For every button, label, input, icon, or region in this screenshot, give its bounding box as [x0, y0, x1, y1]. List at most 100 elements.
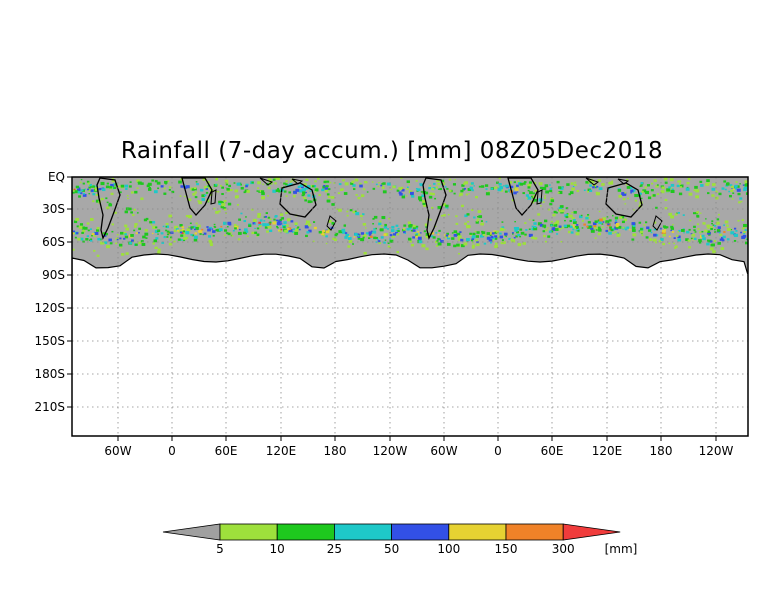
- rain-cell: [154, 180, 158, 183]
- rain-cell: [568, 214, 573, 218]
- rain-cell: [463, 182, 466, 185]
- rain-cell: [90, 185, 93, 188]
- rain-cell: [513, 236, 516, 239]
- rain-cell: [330, 196, 335, 199]
- rain-cell: [304, 225, 309, 229]
- rain-cell: [653, 228, 656, 231]
- rain-cell: [685, 238, 689, 242]
- rain-cell: [234, 227, 237, 230]
- rain-cell: [693, 189, 696, 192]
- rain-cell: [723, 180, 727, 183]
- rain-cell: [391, 225, 395, 229]
- rain-cell: [156, 181, 161, 185]
- rain-cell: [257, 215, 261, 218]
- rain-cell: [504, 229, 506, 231]
- rain-cell: [410, 229, 413, 232]
- rain-cell: [305, 186, 309, 190]
- rain-cell: [274, 177, 277, 180]
- rain-cell: [723, 231, 726, 233]
- rain-cell: [479, 234, 484, 238]
- rain-cell: [483, 242, 487, 245]
- rain-cell: [105, 232, 108, 236]
- rain-cell: [542, 201, 545, 203]
- rain-cell: [726, 238, 730, 241]
- rain-cell: [532, 192, 535, 195]
- rain-cell: [718, 192, 722, 196]
- rain-cell: [722, 235, 726, 239]
- rain-cell: [343, 224, 346, 227]
- rain-cell: [721, 236, 724, 239]
- rain-cell: [474, 230, 477, 233]
- rain-cell: [714, 225, 717, 227]
- rain-cell: [650, 188, 654, 192]
- rain-cell: [481, 185, 485, 188]
- rain-cell: [202, 233, 205, 236]
- rain-cell: [668, 242, 671, 245]
- rain-cell: [608, 231, 612, 235]
- rain-cell: [744, 229, 747, 231]
- rain-cell: [267, 178, 272, 182]
- rain-cell: [185, 236, 189, 239]
- rain-cell: [538, 222, 541, 225]
- rain-cell: [575, 229, 579, 232]
- rain-cell: [436, 244, 439, 247]
- rain-cell: [441, 182, 446, 185]
- rain-cell: [485, 235, 488, 237]
- rain-cell: [160, 232, 164, 235]
- rain-cell: [519, 228, 523, 231]
- rain-cell: [254, 231, 258, 234]
- rain-cell: [460, 238, 464, 242]
- rain-cell: [522, 192, 525, 195]
- rain-cell: [674, 247, 677, 249]
- rain-cell: [513, 191, 517, 195]
- rain-cell: [183, 195, 186, 198]
- rain-cell: [632, 228, 636, 232]
- rain-cell: [549, 184, 551, 186]
- rain-cell: [707, 192, 710, 195]
- rain-cell: [248, 224, 252, 228]
- rain-cell: [243, 220, 247, 223]
- rain-cell: [740, 200, 743, 203]
- rain-cell: [140, 240, 144, 243]
- rain-cell: [434, 225, 437, 228]
- rain-cell: [516, 184, 519, 187]
- rain-cell: [154, 246, 158, 250]
- rain-cell: [621, 192, 626, 196]
- islands-outline: [259, 177, 304, 186]
- rain-cell: [234, 223, 237, 226]
- rain-cell: [511, 199, 515, 202]
- rain-cell: [437, 206, 442, 210]
- rain-cell: [742, 227, 745, 230]
- rain-cell: [489, 234, 492, 236]
- rain-cell: [688, 192, 693, 196]
- rain-cell: [472, 232, 476, 236]
- rain-cell: [579, 215, 583, 219]
- rain-cell: [276, 222, 281, 226]
- rain-cell: [193, 235, 198, 239]
- rain-cell: [679, 184, 684, 188]
- rain-cell: [75, 232, 79, 235]
- rain-cell: [531, 195, 533, 198]
- rain-cell: [305, 191, 307, 194]
- rain-cell: [183, 236, 187, 240]
- rain-cell: [406, 187, 409, 190]
- rain-cell: [166, 230, 170, 233]
- rain-cell: [736, 188, 741, 192]
- lat-label: 210S: [34, 400, 65, 414]
- rain-cell: [134, 223, 138, 226]
- rain-cell: [545, 190, 549, 194]
- rain-cell: [259, 219, 263, 222]
- rain-cell: [590, 227, 594, 231]
- rain-cell: [634, 193, 639, 198]
- rain-cell: [224, 179, 229, 183]
- rain-cell: [417, 196, 422, 200]
- rain-cell: [324, 187, 329, 191]
- rain-cell: [246, 235, 249, 238]
- rain-cell: [166, 233, 170, 236]
- rain-cell: [711, 183, 716, 187]
- rain-cell: [520, 231, 525, 235]
- rain-cell: [177, 238, 181, 241]
- antarctica-outline: [72, 253, 748, 274]
- rain-cell: [171, 190, 175, 194]
- rain-cell: [331, 203, 335, 206]
